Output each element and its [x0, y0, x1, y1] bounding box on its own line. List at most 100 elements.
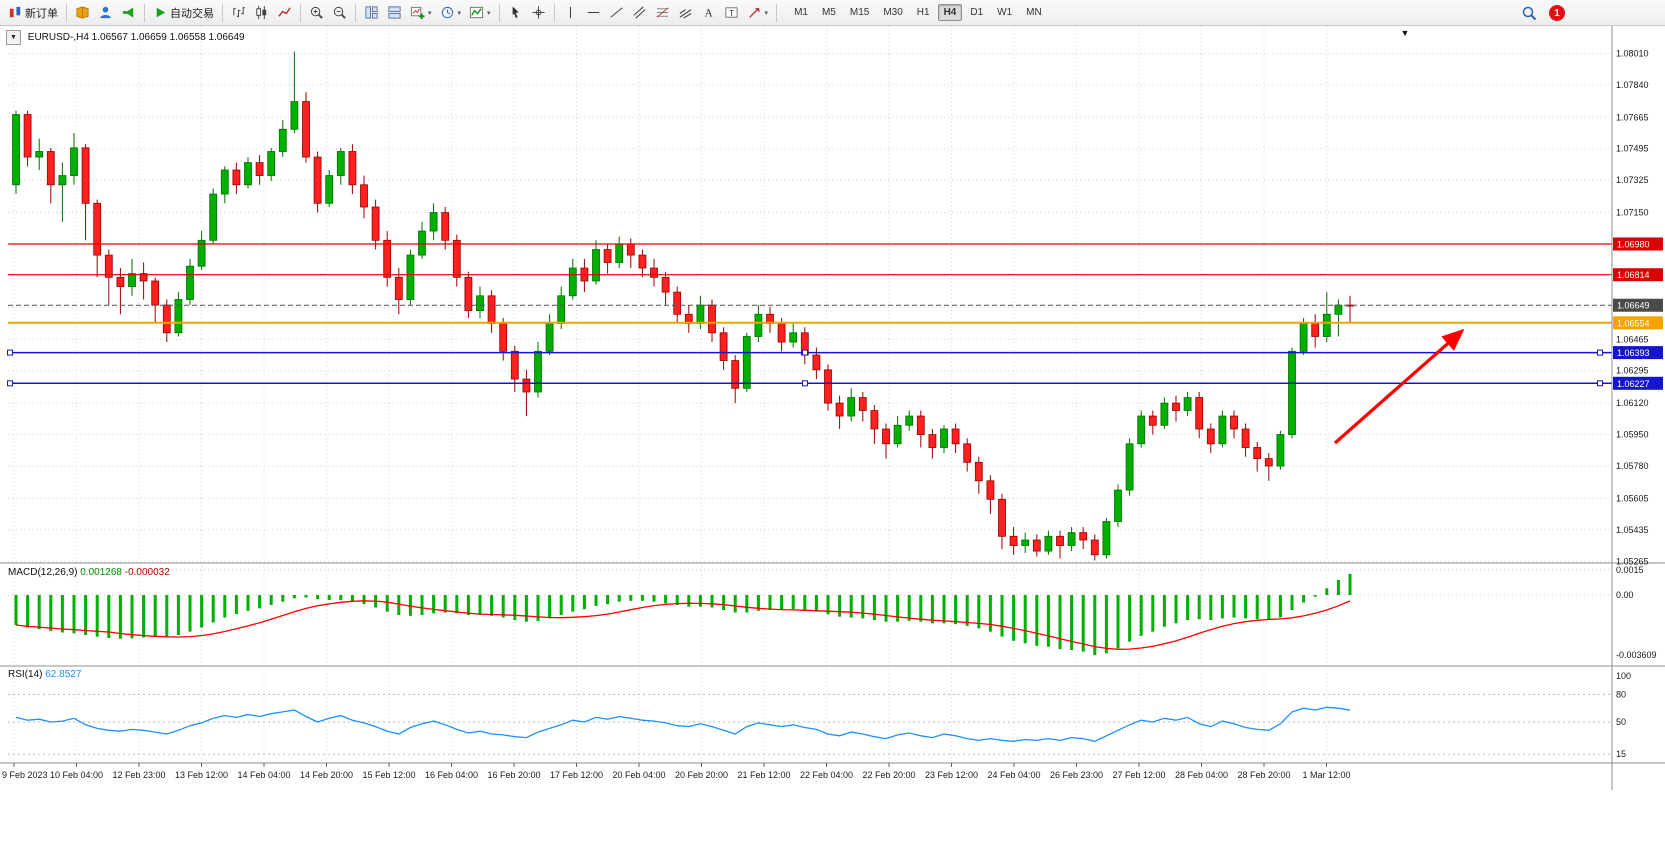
- chart-header: ▼ EURUSD-,H4 1.06567 1.06659 1.06558 1.0…: [6, 30, 245, 45]
- pitchfork-button[interactable]: [674, 1, 697, 25]
- candle-body: [290, 101, 299, 130]
- candle-body: [476, 295, 484, 311]
- shift-end-marker[interactable]: ▼: [1401, 28, 1410, 38]
- line-handle[interactable]: [1597, 349, 1603, 356]
- candle-body: [487, 295, 496, 324]
- channel-button[interactable]: [628, 1, 651, 25]
- line-handle[interactable]: [7, 349, 13, 356]
- timeframe-bar: M1 M5 M15 M30 H1 H4 D1 W1 MN: [787, 4, 1049, 21]
- candle-body: [731, 360, 740, 389]
- line-handle[interactable]: [1597, 380, 1603, 387]
- macd-bar: [745, 595, 749, 613]
- macd-bar: [617, 595, 621, 602]
- vertical-line-button[interactable]: [559, 1, 582, 25]
- timeframe-button-mn[interactable]: MN: [1026, 7, 1042, 18]
- zoom-in-button[interactable]: [305, 1, 328, 25]
- periods-button[interactable]: ▾: [436, 1, 466, 25]
- news-button[interactable]: [117, 1, 140, 25]
- marketwatch-button[interactable]: [71, 1, 94, 25]
- macd-bar: [1093, 595, 1097, 656]
- indicators-button[interactable]: ▾: [465, 1, 495, 25]
- tile-windows-button[interactable]: [360, 1, 383, 25]
- macd-bar: [872, 595, 876, 621]
- candle-body: [348, 151, 357, 186]
- text-button[interactable]: A: [697, 1, 720, 25]
- auto-arrange-button[interactable]: [383, 1, 406, 25]
- arrows-button[interactable]: ▾: [743, 1, 773, 25]
- notification-badge[interactable]: 1: [1549, 5, 1565, 21]
- candle-body: [916, 415, 925, 435]
- trendline-button[interactable]: [605, 1, 628, 25]
- crosshair-button[interactable]: [527, 1, 550, 25]
- candlestick-chart-button[interactable]: [250, 1, 273, 25]
- new-order-button[interactable]: 新订单: [4, 1, 62, 25]
- macd-bar: [107, 595, 111, 639]
- autotrading-button[interactable]: 自动交易: [149, 1, 218, 25]
- candle-body: [1172, 402, 1180, 411]
- price-badge: [1613, 376, 1663, 390]
- macd-bar: [1000, 595, 1004, 637]
- macd-bar: [1012, 595, 1016, 641]
- candle-body: [1079, 532, 1088, 541]
- timeframe-button-m5[interactable]: M5: [821, 7, 836, 18]
- candle-body: [197, 239, 206, 267]
- timeframe-button-m1[interactable]: M1: [794, 7, 808, 18]
- timeframe-button-h1[interactable]: H1: [916, 7, 930, 18]
- cursor-button[interactable]: [504, 1, 527, 25]
- time-axis-label: 16 Feb 04:00: [425, 770, 478, 780]
- line-chart-button[interactable]: [273, 1, 296, 25]
- clock-icon: [441, 6, 453, 19]
- candle-body: [93, 202, 102, 256]
- macd-bar: [1220, 595, 1224, 619]
- candle-body: [1009, 535, 1018, 546]
- candle-body: [499, 323, 508, 352]
- toolbar-right: 1: [1517, 0, 1565, 26]
- trend-arrow[interactable]: [1333, 328, 1465, 445]
- macd-bar: [675, 595, 679, 606]
- rsi-scale-label: 80: [1616, 689, 1626, 699]
- timeframe-button-m30[interactable]: M30: [883, 7, 903, 18]
- new-order-icon: [9, 6, 21, 18]
- macd-bar: [1278, 595, 1282, 618]
- macd-bar: [292, 595, 296, 599]
- bar-chart-icon: [233, 6, 246, 18]
- bar-chart-button[interactable]: [227, 1, 250, 25]
- candle-body: [441, 212, 450, 241]
- play-icon: [156, 7, 166, 18]
- oneclick-trading-toggle[interactable]: ▼: [6, 30, 21, 45]
- line-handle[interactable]: [802, 349, 808, 356]
- candle-body: [35, 151, 44, 158]
- line-handle[interactable]: [802, 380, 808, 387]
- search-button[interactable]: [1517, 1, 1541, 25]
- hline-icon: [587, 12, 599, 13]
- fibonacci-button[interactable]: [651, 1, 674, 25]
- horizontal-line-button[interactable]: [582, 1, 605, 25]
- macd-bar: [501, 595, 505, 618]
- profile-button[interactable]: [94, 1, 117, 25]
- candle-body: [951, 428, 960, 445]
- macd-bar: [698, 595, 702, 607]
- candle-body: [661, 276, 670, 293]
- line-handle[interactable]: [7, 380, 13, 387]
- price-tick-label: 1.08010: [1616, 48, 1649, 58]
- timeframe-button-w1[interactable]: W1: [997, 7, 1013, 18]
- time-axis-label: 24 Feb 04:00: [987, 770, 1040, 780]
- timeframe-button-h4[interactable]: H4: [937, 4, 963, 21]
- macd-bar: [1104, 595, 1108, 654]
- price-tick-label: 1.05265: [1616, 556, 1649, 566]
- zoom-out-button[interactable]: [328, 1, 351, 25]
- candle-body: [615, 243, 624, 263]
- candle-body: [371, 206, 380, 241]
- fibonacci-icon: [656, 7, 668, 18]
- macd-bar: [1139, 595, 1143, 636]
- macd-bar: [339, 595, 343, 601]
- text-label-button[interactable]: T: [720, 1, 743, 25]
- candle-body: [1044, 535, 1053, 552]
- timeframe-button-d1[interactable]: D1: [970, 7, 984, 18]
- timeframe-button-m15[interactable]: M15: [849, 7, 870, 18]
- macd-bar: [548, 595, 552, 619]
- candle-body: [1322, 313, 1331, 337]
- new-chart-button[interactable]: ▾: [406, 1, 436, 25]
- macd-bar: [350, 595, 354, 602]
